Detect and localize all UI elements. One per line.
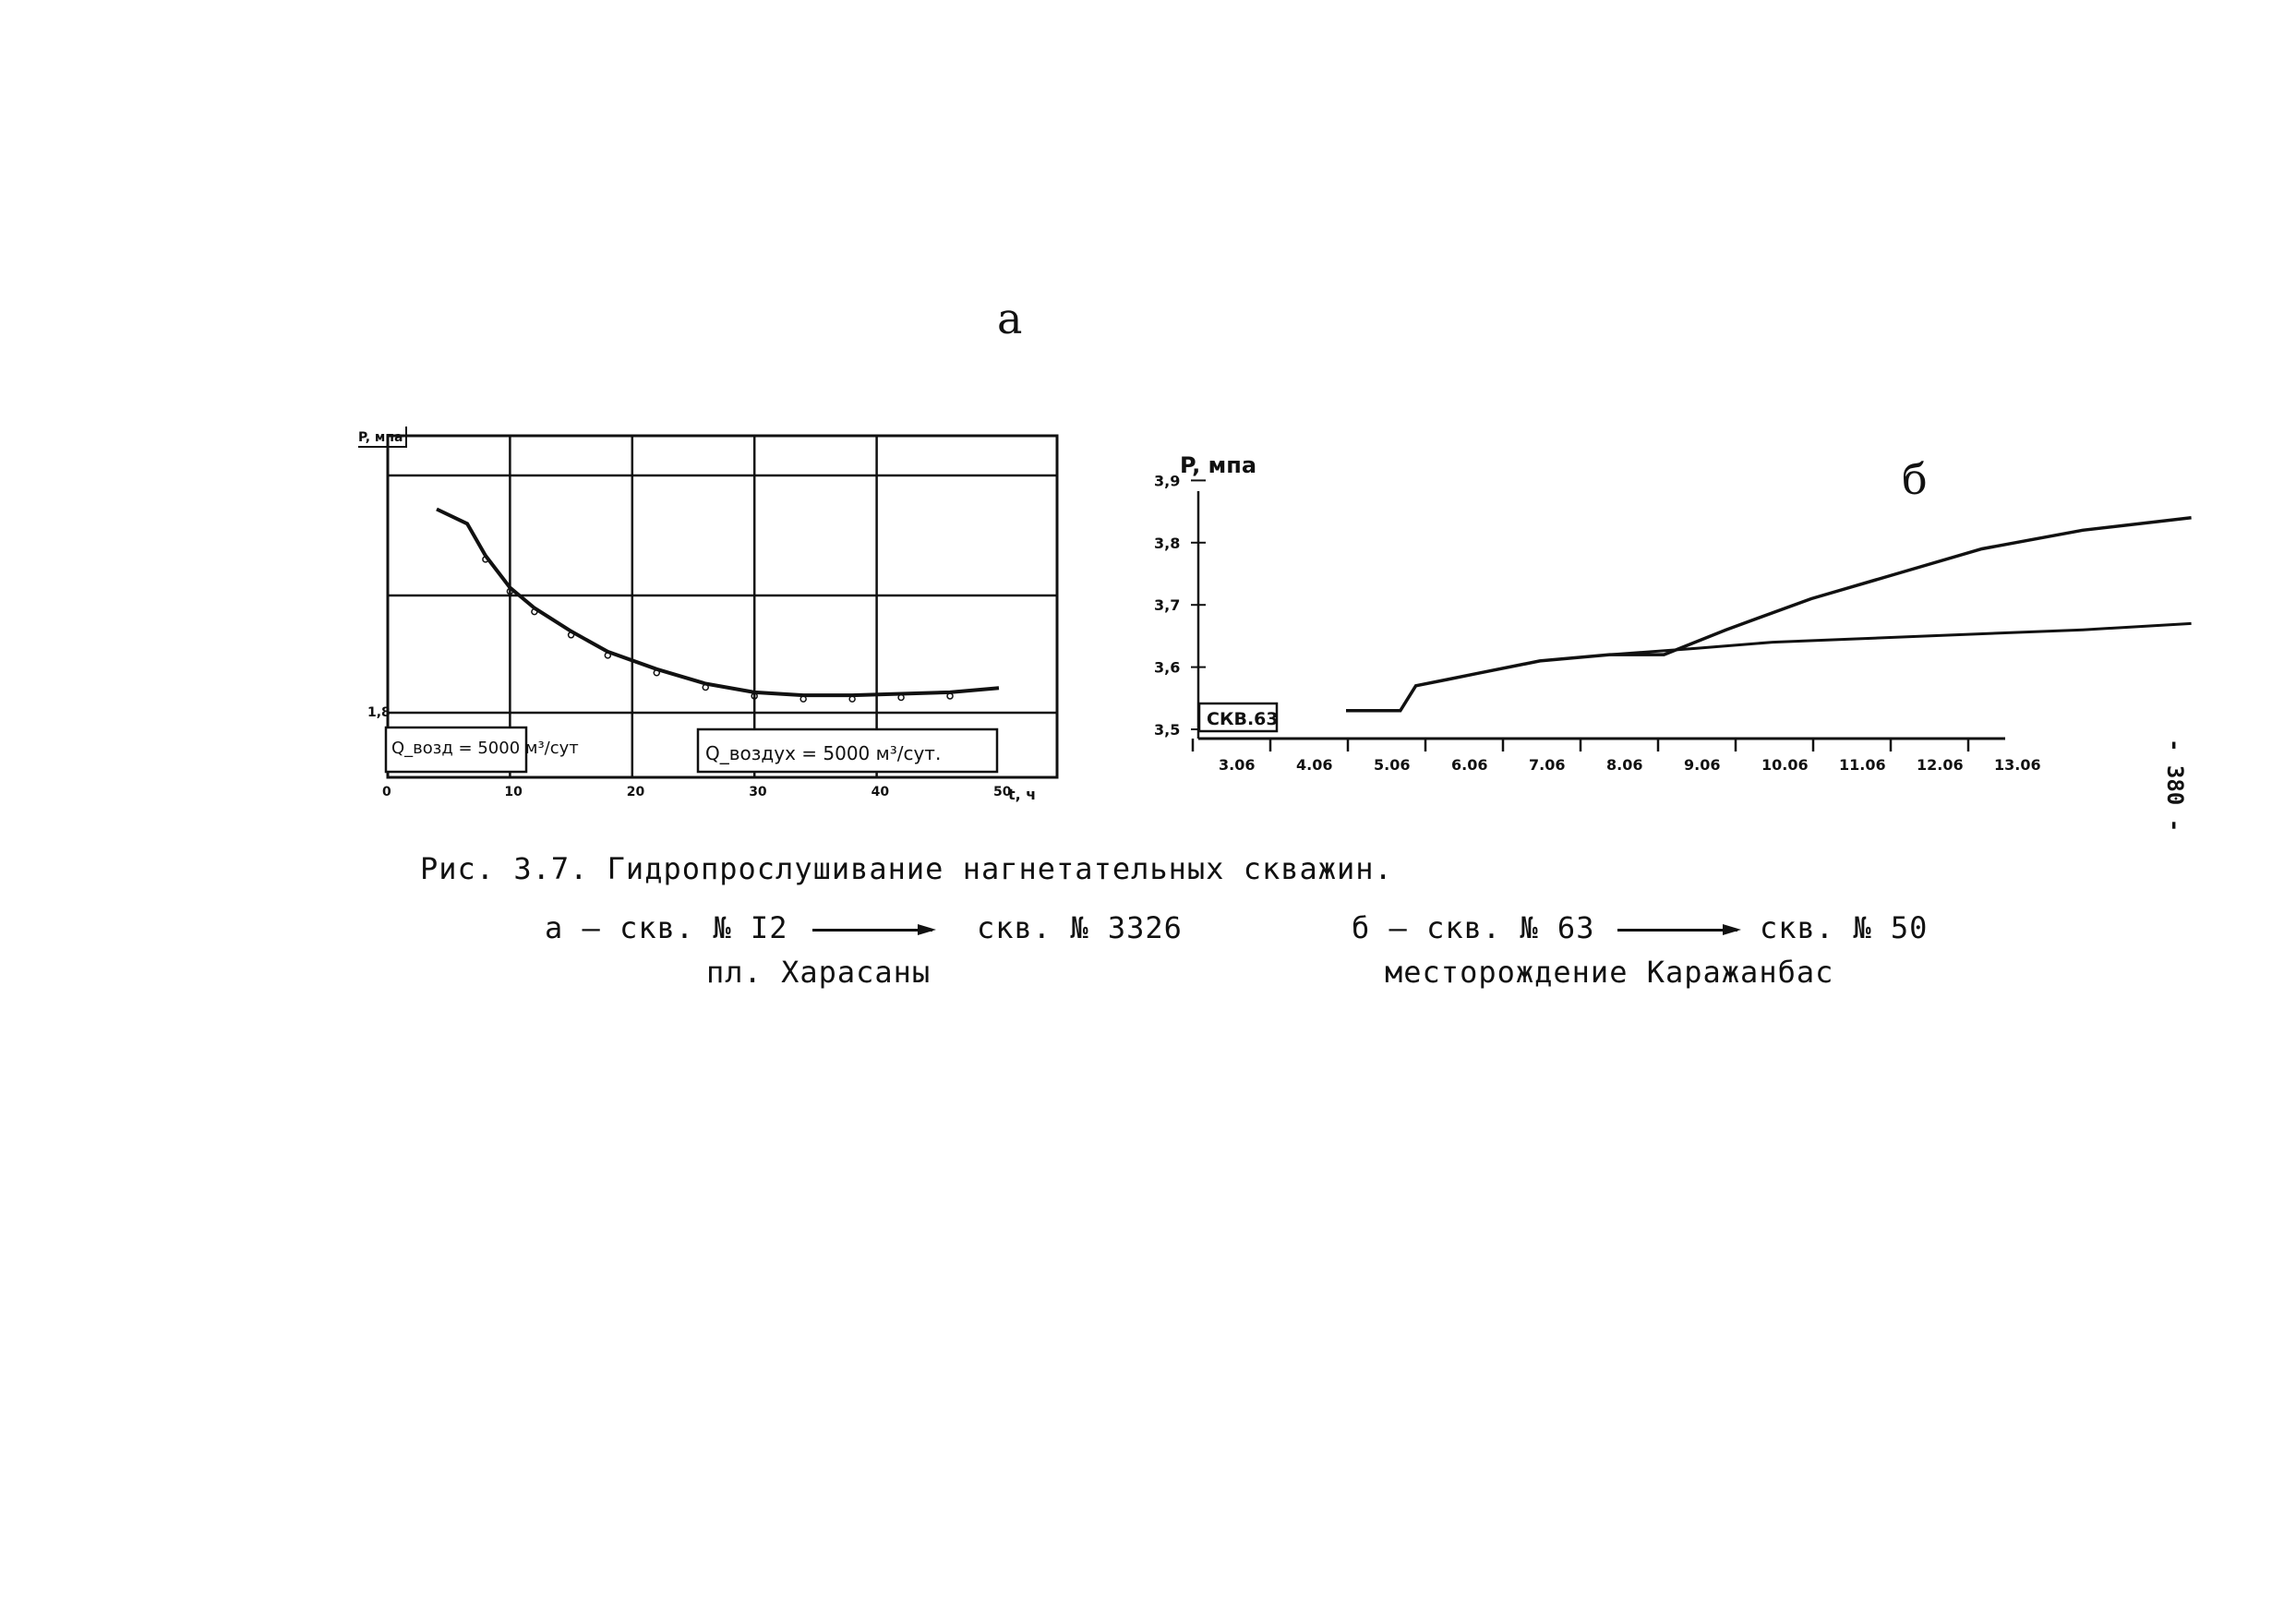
chart-b-series-2-line xyxy=(1609,621,2192,656)
chart-b-y-tick-label: 3,7 xyxy=(1154,596,1180,614)
chart-b-y-axis-label: P, мпа xyxy=(1180,452,1256,478)
chart-a-y-tick-label: 1,8 xyxy=(367,705,391,720)
chart-a-x-tick-label: 10 xyxy=(504,785,523,799)
chart-b-y-tick-label: 3,5 xyxy=(1154,721,1180,739)
chart-b-x-ticks: 3.06 4.06 5.06 6.06 7.06 8.06 9.06 10.06 11.06 12… xyxy=(1191,739,2041,774)
chart-a-x-axis-label: t, ч xyxy=(1008,786,1036,803)
page-number: - 380 - xyxy=(2162,739,2188,833)
chart-b-x-tick-label: 4.06 xyxy=(1296,756,1332,774)
chart-b-x-tick-label: 11.06 xyxy=(1839,756,1886,774)
chart-a-box-right-frame xyxy=(696,727,999,774)
chart-b-y-tick-label: 3,9 xyxy=(1154,472,1180,489)
chart-a-box-left: Q_возд = 5000 м³/сут xyxy=(391,739,579,758)
chart-b-x-tick-label: 8.06 xyxy=(1606,756,1642,774)
chart-b-axes xyxy=(1196,491,2005,740)
panel-b-letter: б xyxy=(1902,454,1928,504)
caption-a-site: пл. Харасаны xyxy=(706,955,932,990)
chart-b-well-box xyxy=(1197,702,1279,733)
chart-a-frame xyxy=(386,434,1059,779)
figure-caption-title: Рис. 3.7. Гидропрослушивание нагнетатель… xyxy=(420,851,1393,886)
caption-b-site: месторождение Каражанбас xyxy=(1385,955,1834,990)
chart-a-grid xyxy=(358,427,1059,779)
chart-a-x-tick-label: 20 xyxy=(627,785,645,799)
chart-b-x-tick-label: 10.06 xyxy=(1761,756,1809,774)
chart-b-x-tick-label: 9.06 xyxy=(1684,756,1720,774)
chart-a-box-left-frame xyxy=(384,726,528,774)
chart-b-x-tick-label: 12.06 xyxy=(1917,756,1964,774)
chart-b-x-tick-label: 5.06 xyxy=(1374,756,1410,774)
caption-a-from: а – скв. № I2 xyxy=(545,910,788,945)
caption-b-arrow-icon xyxy=(1617,924,1741,935)
chart-b-x-tick-label: 13.06 xyxy=(1994,756,2041,774)
chart-a-x-tick-label: 50 xyxy=(993,785,1012,799)
chart-b-y-tick-label: 3,6 xyxy=(1154,659,1180,677)
caption-b-to: скв. № 50 xyxy=(1760,910,1929,945)
chart-b-x-tick-label: 6.06 xyxy=(1451,756,1487,774)
chart-a-x-tick-label: 40 xyxy=(872,785,890,799)
chart-a-y-axis-label: P, мпа xyxy=(358,430,403,445)
chart-a-box-right: Q_воздух = 5000 м³/сут. xyxy=(705,742,941,764)
chart-a-ylabel-notch xyxy=(358,427,407,448)
chart-b-x-tick-label: 3.06 xyxy=(1219,756,1255,774)
caption-b-from: б – скв. № 63 xyxy=(1352,910,1595,945)
panel-a-letter: a xyxy=(997,294,1023,343)
chart-a-x-tick-label: 30 xyxy=(749,785,767,799)
chart-a-x-ticks: 0 10 20 30 40 50 xyxy=(382,785,1012,799)
chart-a-series-line xyxy=(436,507,1000,698)
chart-b-x-tick-label: 7.06 xyxy=(1529,756,1565,774)
caption-a-arrow-icon xyxy=(812,924,936,935)
chart-a-x-tick-label: 0 xyxy=(382,785,391,799)
chart-b-well-box-label: СКВ.63 xyxy=(1207,709,1279,729)
caption-a-to: скв. № 3326 xyxy=(977,910,1183,945)
chart-b-y-tick-label: 3,8 xyxy=(1154,535,1180,552)
chart-b-series-1-line xyxy=(1346,516,2192,713)
chart-b-y-ticks: 3,5 3,6 3,7 3,8 3,9 xyxy=(1154,472,1206,739)
